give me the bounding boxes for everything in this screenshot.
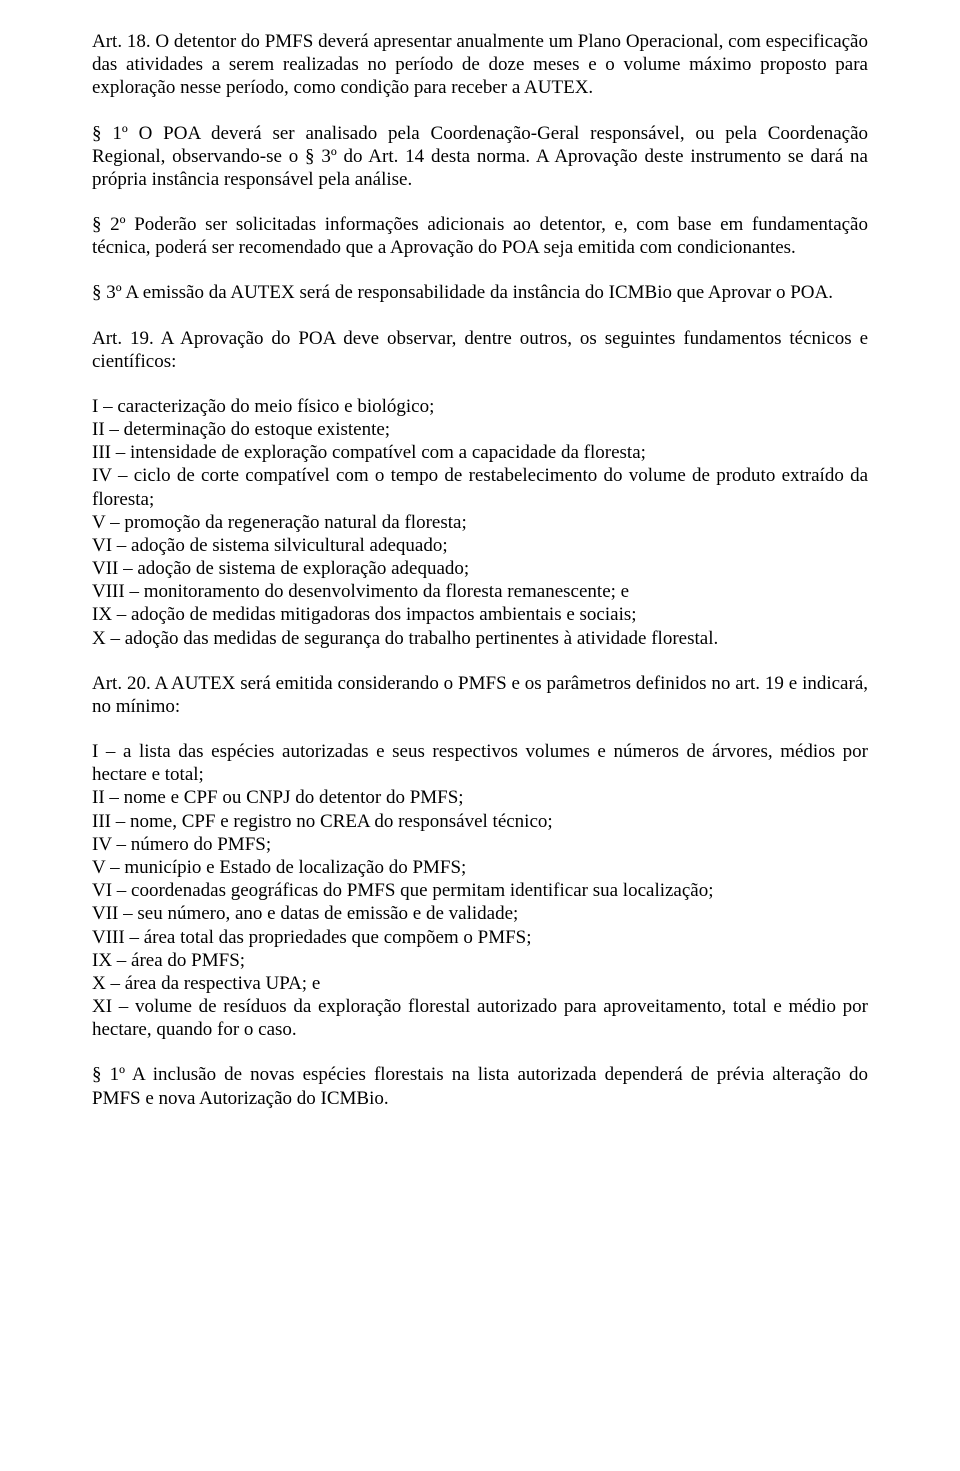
- list-item: VIII – área total das propriedades que c…: [92, 926, 868, 949]
- list-item: XI – volume de resíduos da exploração fl…: [92, 995, 868, 1041]
- art18-subsection-3: § 3º A emissão da AUTEX será de responsa…: [92, 281, 868, 304]
- list-item: V – promoção da regeneração natural da f…: [92, 511, 868, 534]
- art20-intro: Art. 20. A AUTEX será emitida consideran…: [92, 672, 868, 718]
- list-item: I – caracterização do meio físico e biol…: [92, 395, 868, 418]
- list-item: II – determinação do estoque existente;: [92, 418, 868, 441]
- art19-list: I – caracterização do meio físico e biol…: [92, 395, 868, 650]
- list-item: II – nome e CPF ou CNPJ do detentor do P…: [92, 786, 868, 809]
- list-item: VI – adoção de sistema silvicultural ade…: [92, 534, 868, 557]
- art18-paragraph: Art. 18. O detentor do PMFS deverá apres…: [92, 30, 868, 100]
- list-item: VII – adoção de sistema de exploração ad…: [92, 557, 868, 580]
- art20-list: I – a lista das espécies autorizadas e s…: [92, 740, 868, 1041]
- list-item: VI – coordenadas geográficas do PMFS que…: [92, 879, 868, 902]
- list-item: X – área da respectiva UPA; e: [92, 972, 868, 995]
- list-item: IV – ciclo de corte compatível com o tem…: [92, 464, 868, 510]
- list-item: III – intensidade de exploração compatív…: [92, 441, 868, 464]
- art18-subsection-1: § 1º O POA deverá ser analisado pela Coo…: [92, 122, 868, 192]
- document-page: Art. 18. O detentor do PMFS deverá apres…: [0, 0, 960, 1471]
- list-item: VIII – monitoramento do desenvolvimento …: [92, 580, 868, 603]
- list-item: VII – seu número, ano e datas de emissão…: [92, 902, 868, 925]
- list-item: X – adoção das medidas de segurança do t…: [92, 627, 868, 650]
- list-item: IX – adoção de medidas mitigadoras dos i…: [92, 603, 868, 626]
- list-item: III – nome, CPF e registro no CREA do re…: [92, 810, 868, 833]
- list-item: V – município e Estado de localização do…: [92, 856, 868, 879]
- list-item: IV – número do PMFS;: [92, 833, 868, 856]
- list-item: I – a lista das espécies autorizadas e s…: [92, 740, 868, 786]
- list-item: IX – área do PMFS;: [92, 949, 868, 972]
- art18-subsection-2: § 2º Poderão ser solicitadas informações…: [92, 213, 868, 259]
- art19-intro: Art. 19. A Aprovação do POA deve observa…: [92, 327, 868, 373]
- art20-subsection-1: § 1º A inclusão de novas espécies flores…: [92, 1063, 868, 1109]
